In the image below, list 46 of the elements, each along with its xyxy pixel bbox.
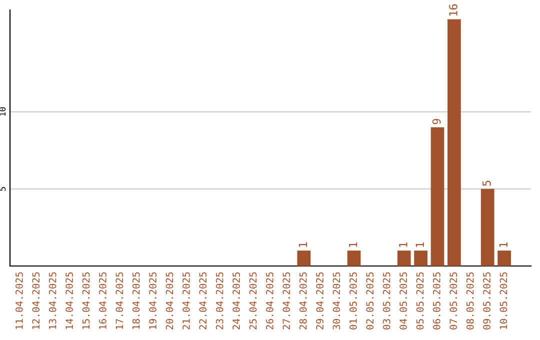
x-tick-label: 27.04.2025 (282, 272, 290, 330)
x-tick-label: 29.04.2025 (316, 272, 324, 330)
x-tick-label: 25.04.2025 (249, 272, 257, 330)
x-tick-label: 10.05.2025 (500, 272, 508, 329)
x-tick-label: 22.04.2025 (199, 272, 207, 330)
bar (430, 127, 444, 266)
data-label: 1 (399, 242, 408, 247)
x-tick-label: 08.05.2025 (466, 272, 474, 330)
x-tick-label: 28.04.2025 (299, 272, 307, 330)
data-label: 1 (416, 242, 424, 247)
data-label: 1 (298, 242, 307, 247)
bar (397, 250, 411, 266)
data-label: 5 (482, 180, 491, 186)
x-tick-label: 16.04.2025 (99, 272, 106, 329)
bar (414, 250, 428, 266)
x-tick-label: 17.04.2025 (116, 272, 124, 329)
bar (498, 250, 511, 266)
x-tick-label: 21.04.2025 (182, 272, 190, 330)
x-tick-label: 12.04.2025 (32, 272, 40, 329)
x-tick-label: 19.04.2025 (149, 272, 156, 329)
x-tick-label: 09.05.2025 (483, 272, 490, 330)
data-label: 1 (348, 242, 358, 247)
bar (480, 188, 494, 266)
bar (347, 250, 361, 266)
x-tick-label: 15.04.2025 (82, 272, 90, 329)
x-tick-label: 20.04.2025 (166, 272, 174, 330)
x-tick-label: 13.04.2025 (48, 272, 56, 329)
x-tick-label: 14.04.2025 (66, 272, 73, 329)
x-tick-label: 30.04.2025 (332, 272, 340, 330)
x-tick-label: 26.04.2025 (266, 272, 274, 330)
x-tick-label: 06.05.2025 (432, 272, 440, 330)
bar (448, 19, 461, 266)
x-tick-label: 07.05.2025 (450, 272, 458, 330)
x-tick-label: 04.05.2025 (400, 272, 407, 330)
x-tick-label: 02.05.2025 (366, 272, 374, 330)
bar (297, 250, 311, 266)
x-tick-label: 03.05.2025 (382, 272, 390, 330)
data-label: 16 (449, 4, 458, 16)
data-label: 9 (432, 118, 441, 124)
x-tick-label: 23.04.2025 (216, 272, 224, 330)
x-tick-label: 24.04.2025 (232, 272, 240, 330)
data-label: 1 (499, 242, 508, 247)
x-tick-label: 18.04.2025 (132, 272, 140, 329)
x-tick-label: 11.04.2025 (16, 272, 23, 329)
x-tick-label: 05.05.2025 (416, 272, 424, 330)
x-tick-label: 01.05.2025 (349, 272, 357, 330)
